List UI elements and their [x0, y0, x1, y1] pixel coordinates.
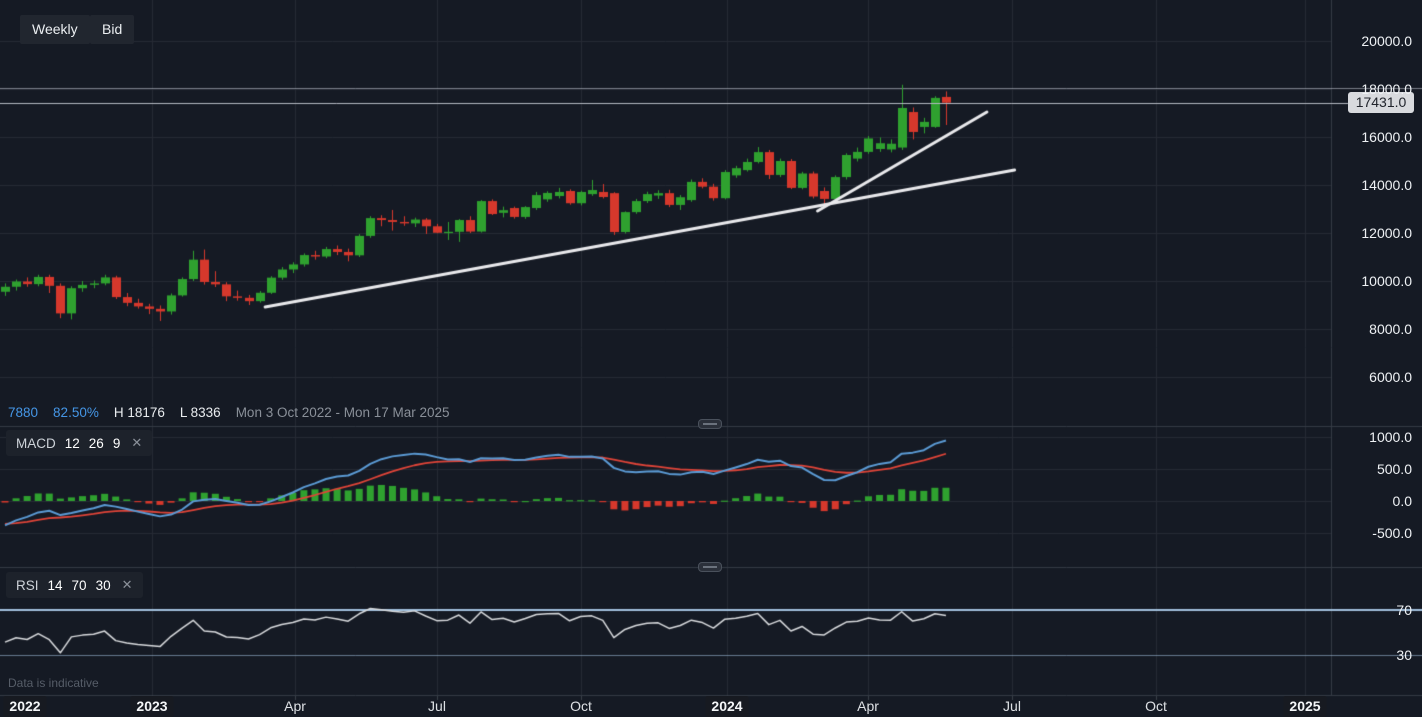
price-tick-label: 10000.0 [1361, 273, 1412, 289]
timeframe-button[interactable]: Weekly [20, 15, 90, 44]
macd-indicator-label: MACD 12 26 9 ✕ [6, 430, 153, 456]
price-tick-label: 16000.0 [1361, 129, 1412, 145]
price-tick-label: 20000.0 [1361, 33, 1412, 49]
time-tick-label: Jul [1003, 698, 1021, 714]
last-price-tag: 17431.0 [1348, 92, 1414, 113]
macd-slow-param: 26 [88, 435, 104, 451]
macd-fast-param: 12 [64, 435, 80, 451]
period-low: L 8336 [179, 404, 221, 420]
date-range: Mon 3 Oct 2022 - Mon 17 Mar 2025 [235, 404, 450, 420]
time-tick-label: Oct [1145, 698, 1167, 714]
time-tick-label: 2025 [1283, 696, 1327, 717]
rsi-close-icon[interactable]: ✕ [121, 577, 133, 592]
macd-signal-param: 9 [112, 435, 121, 451]
macd-panel-resize-handle[interactable] [698, 419, 722, 429]
macd-close-icon[interactable]: ✕ [131, 435, 143, 450]
price-tick-label: 14000.0 [1361, 177, 1412, 193]
data-indicative-note: Data is indicative [8, 676, 99, 690]
info-bar: 7880 82.50% H 18176 L 8336 Mon 3 Oct 202… [8, 404, 450, 420]
macd-tick-label: 0.0 [1392, 493, 1412, 509]
time-tick-label: Apr [857, 698, 879, 714]
price-tick-label: 18000.0 [1361, 81, 1412, 97]
time-tick-label: 2023 [130, 696, 174, 717]
macd-tick-label: -500.0 [1372, 525, 1412, 541]
rsi-indicator-label: RSI 14 70 30 ✕ [6, 572, 143, 598]
rsi-panel-resize-handle[interactable] [698, 562, 722, 572]
rsi-lower-param: 30 [95, 577, 111, 593]
time-tick-label: 2022 [3, 696, 47, 717]
time-tick-label: 2024 [705, 696, 749, 717]
macd-tick-label: 1000.0 [1369, 429, 1412, 445]
price-tick-label: 8000.0 [1369, 321, 1412, 337]
macd-name: MACD [16, 435, 56, 451]
change-value: 7880 [8, 404, 39, 420]
price-type-button[interactable]: Bid [90, 15, 135, 44]
rsi-period-param: 14 [47, 577, 63, 593]
price-tick-label: 12000.0 [1361, 225, 1412, 241]
price-tick-label: 6000.0 [1369, 369, 1412, 385]
change-percent: 82.50% [53, 404, 99, 420]
rsi-upper-param: 70 [71, 577, 87, 593]
rsi-name: RSI [16, 577, 39, 593]
time-tick-label: Apr [284, 698, 306, 714]
period-high: H 18176 [113, 404, 165, 420]
time-tick-label: Jul [428, 698, 446, 714]
rsi-tick-label: 70 [1396, 602, 1412, 618]
macd-tick-label: 500.0 [1376, 461, 1412, 477]
time-tick-label: Oct [570, 698, 592, 714]
rsi-tick-label: 30 [1396, 647, 1412, 663]
